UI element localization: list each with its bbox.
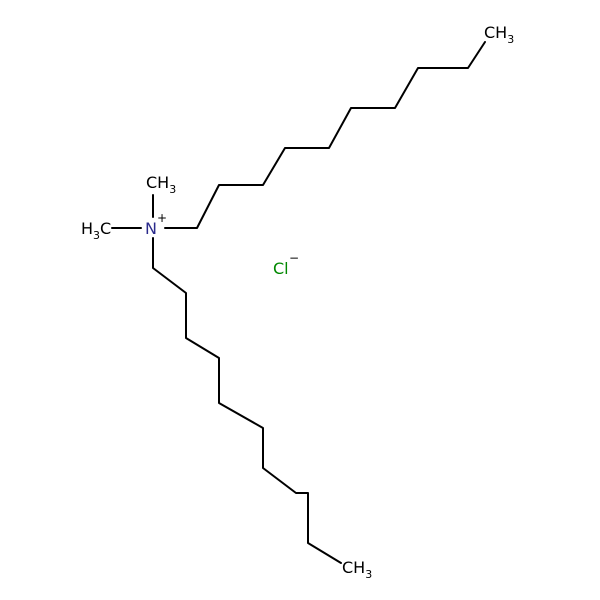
nitrogen-label: N — [145, 219, 157, 238]
chain-upper — [164, 41, 486, 229]
methyl-left-label: H3C — [81, 219, 111, 242]
chloride-label: Cl — [273, 259, 289, 278]
nitrogen-charge: + — [157, 211, 167, 225]
chloride-charge: − — [289, 251, 299, 265]
chain-upper-end-label: CH3 — [484, 23, 514, 46]
chain-lower — [152, 237, 342, 564]
chain-lower-end-label: CH3 — [342, 558, 372, 581]
methyl-top-label: CH3 — [146, 173, 176, 196]
